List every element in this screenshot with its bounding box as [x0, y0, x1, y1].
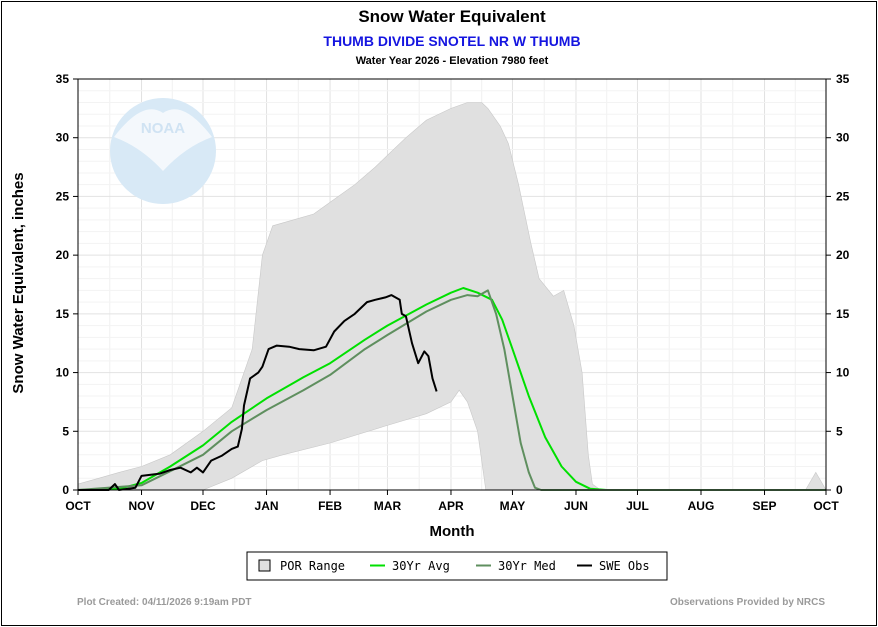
x-tick-label: APR: [438, 499, 464, 513]
y-tick-label-right: 20: [836, 248, 850, 262]
x-tick-label: AUG: [688, 499, 715, 513]
series-30yr-avg: [77, 287, 826, 491]
provider-text: Observations Provided by NRCS: [670, 597, 825, 608]
legend-por-swatch: [258, 559, 271, 572]
series-por-range: [77, 102, 827, 491]
legend-avg-label: 30Yr Avg: [392, 559, 450, 573]
x-tick-label: DEC: [190, 499, 216, 513]
y-tick-label-left: 10: [56, 366, 70, 380]
x-tick-label: MAY: [500, 499, 526, 513]
chart-title: Snow Water Equivalent: [358, 7, 546, 26]
plot-area: NOAA 0 0 5 5 10 10 15 15 20 20 25 25 30 30 35 35 OCT NOV DE…: [56, 72, 850, 513]
noaa-watermark-text: NOAA: [141, 120, 185, 137]
y-tick-label-left: 15: [56, 307, 70, 321]
y-tick-label-left: 0: [62, 483, 69, 497]
legend-por-label: POR Range: [280, 559, 345, 573]
x-tick-label: MAR: [374, 499, 402, 513]
x-tick-label: NOV: [129, 499, 155, 513]
legend-med-label: 30Yr Med: [498, 559, 556, 573]
x-tick-label: JUL: [626, 499, 649, 513]
y-tick-label-left: 25: [56, 189, 70, 203]
y-tick-label-left: 20: [56, 248, 70, 262]
legend-obs-label: SWE Obs: [599, 559, 650, 573]
series-swe-obs: [78, 294, 438, 491]
legend-box: [246, 551, 668, 581]
chart-meta: Water Year 2026 - Elevation 7980 feet: [356, 55, 549, 67]
x-tick-label: JAN: [255, 499, 279, 513]
x-tick-label: FEB: [318, 499, 342, 513]
x-axis-label: Month: [430, 523, 475, 540]
y-tick-label-right: 25: [836, 189, 850, 203]
series-30yr-med: [77, 289, 826, 491]
y-tick-label-left: 35: [56, 72, 70, 86]
y-tick-label-left: 5: [62, 424, 69, 438]
y-tick-label-left: 30: [56, 131, 70, 145]
x-tick-label: JUN: [564, 499, 588, 513]
legend: POR Range 30Yr Avg 30Yr Med SWE Obs: [246, 551, 668, 581]
y-tick-label-right: 0: [836, 483, 843, 497]
chart-subtitle: THUMB DIVIDE SNOTEL NR W THUMB: [323, 33, 580, 49]
y-axis-label: Snow Water Equivalent, inches: [10, 172, 27, 393]
noaa-watermark-gull: [114, 109, 212, 171]
y-tick-label-right: 15: [836, 307, 850, 321]
y-tick-label-right: 35: [836, 72, 850, 86]
plot-frame: [77, 78, 827, 491]
y-tick-label-right: 30: [836, 131, 850, 145]
x-tick-label: OCT: [65, 499, 91, 513]
y-tick-label-right: 5: [836, 424, 843, 438]
x-tick-label: OCT: [813, 499, 839, 513]
x-tick-label: SEP: [753, 499, 777, 513]
plot-created-text: Plot Created: 04/11/2026 9:19am PDT: [77, 597, 252, 608]
y-tick-label-right: 10: [836, 366, 850, 380]
